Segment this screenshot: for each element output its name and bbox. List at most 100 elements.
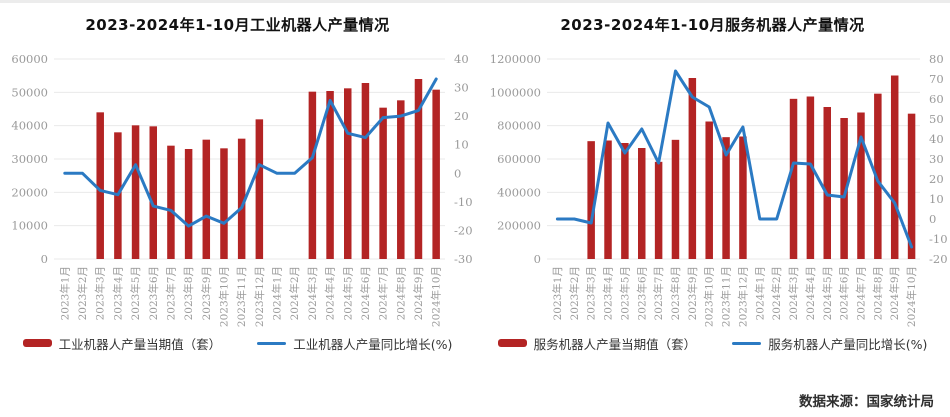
svg-text:2023年8月: 2023年8月 xyxy=(669,266,682,320)
legend-item-service-line[interactable]: 服务机器人产量同比增长(%) xyxy=(732,334,927,353)
svg-text:2024年3月: 2024年3月 xyxy=(306,266,319,320)
svg-text:2024年1月: 2024年1月 xyxy=(271,266,284,320)
bar-series xyxy=(587,75,916,260)
svg-text:2023年11月: 2023年11月 xyxy=(235,266,248,327)
right-axis-labels: 80 70 60 50 40 30 20 10 0 -10 -20 xyxy=(929,52,948,266)
svg-text:2023年1月: 2023年1月 xyxy=(551,266,564,320)
svg-text:2023年10月: 2023年10月 xyxy=(703,266,716,327)
svg-text:-30: -30 xyxy=(454,252,473,266)
svg-text:20000: 20000 xyxy=(11,185,48,199)
svg-text:2024年5月: 2024年5月 xyxy=(821,266,834,320)
bar-series-swatch-icon xyxy=(497,339,527,347)
svg-text:800000: 800000 xyxy=(497,119,541,133)
svg-text:40: 40 xyxy=(454,52,469,66)
charts-row: 2023-2024年1-10月工业机器人产量情况 60000 50 0 0 0 40000… xyxy=(0,3,950,353)
legend-item-industrial-line[interactable]: 工业机器人产量同比增长(%) xyxy=(257,334,452,353)
svg-text:2024年4月: 2024年4月 xyxy=(324,266,337,320)
bar-series-swatch-icon xyxy=(22,339,52,347)
svg-text:-20: -20 xyxy=(454,223,473,237)
x-axis-labels: 2023年1月 2023年2月 2023年3月 2023年4月 2023年5月 2023年… xyxy=(58,266,442,327)
svg-text:1000000: 1000000 xyxy=(490,85,541,99)
svg-text:20: 20 xyxy=(454,109,469,123)
svg-text:2024年9月: 2024年9月 xyxy=(888,266,901,320)
svg-text:0: 0 xyxy=(534,252,541,266)
svg-text:2023年10月: 2023年10月 xyxy=(217,266,230,327)
svg-text:30: 30 xyxy=(929,152,944,166)
service-robot-combo-chart: 1200000100000080000060000040000020000008… xyxy=(490,52,948,327)
x-axis-labels: 2023年1月 2023年2月 2023年3月 2023年4月 2023年5月 2023年… xyxy=(551,266,918,327)
svg-text:0: 0 xyxy=(41,252,48,266)
svg-text:-10: -10 xyxy=(929,232,948,246)
svg-text:200000: 200000 xyxy=(497,219,541,233)
svg-text:2023年11月: 2023年11月 xyxy=(720,266,733,327)
svg-text:2023年3月: 2023年3月 xyxy=(585,266,598,320)
legend-label: 服务机器人产量同比增长(%) xyxy=(768,336,928,352)
svg-text:0: 0 xyxy=(929,212,936,226)
legend-item-service-bar[interactable]: 服务机器人产量当期值（套） xyxy=(497,334,697,353)
svg-text:0: 0 xyxy=(454,166,461,180)
svg-text:2023年8月: 2023年8月 xyxy=(182,266,195,320)
svg-text:2024年10月: 2024年10月 xyxy=(905,266,918,327)
legend-label: 工业机器人产量同比增长(%) xyxy=(293,336,453,352)
svg-text:60000: 60000 xyxy=(11,52,48,66)
legend-item-industrial-bar[interactable]: 工业机器人产量当期值（套） xyxy=(22,334,222,353)
svg-text:600000: 600000 xyxy=(497,152,541,166)
svg-text:-20: -20 xyxy=(929,252,948,266)
legend-label: 工业机器人产量当期值（套） xyxy=(58,336,222,352)
svg-text:2023年5月: 2023年5月 xyxy=(129,266,142,320)
svg-text:60: 60 xyxy=(929,92,944,106)
svg-text:2024年9月: 2024年9月 xyxy=(412,266,425,320)
svg-text:2024年7月: 2024年7月 xyxy=(854,266,867,320)
line-series-swatch-icon xyxy=(257,341,287,345)
left-axis-labels: 1200000 1000000 800000 600000 400000 200000 0 xyxy=(490,52,541,266)
svg-text:2023年9月: 2023年9月 xyxy=(686,266,699,320)
svg-text:2024年7月: 2024年7月 xyxy=(377,266,390,320)
svg-text:2024年4月: 2024年4月 xyxy=(804,266,817,320)
svg-text:2023年7月: 2023年7月 xyxy=(164,266,177,320)
svg-text:2023年7月: 2023年7月 xyxy=(652,266,665,320)
svg-text:2024年10月: 2024年10月 xyxy=(430,266,443,327)
industrial-robot-combo-chart: 60000 50000 40000 30000 20000 10000 0 40 30 20 10 0… xyxy=(11,52,473,327)
svg-text:2023年3月: 2023年3月 xyxy=(94,266,107,320)
service-robot-panel: 2023-2024年1-10月服务机器人产量情况 1200000 1000000 8… xyxy=(475,3,950,353)
svg-text:2024年3月: 2024年3月 xyxy=(787,266,800,320)
svg-text:2023年9月: 2023年9月 xyxy=(200,266,213,320)
industrial-chart-legend: 工业机器人产量当期值（套） 工业机器人产量同比增长(%) xyxy=(0,333,475,353)
industrial-robot-panel: 2023-2024年1-10月工业机器人产量情况 60000 50000 40000… xyxy=(0,3,475,353)
svg-text:2024年1月: 2024年1月 xyxy=(753,266,766,320)
svg-text:2024年2月: 2024年2月 xyxy=(770,266,783,320)
service-chart-legend: 服务机器人产量当期值（套） 服务机器人产量同比增长(%) xyxy=(475,333,950,353)
svg-text:2024年6月: 2024年6月 xyxy=(359,266,372,320)
svg-text:2023年4月: 2023年4月 xyxy=(602,266,615,320)
industrial-chart-title: 2023-2024年1-10月工业机器人产量情况 xyxy=(85,16,390,34)
svg-text:2023年6月: 2023年6月 xyxy=(635,266,648,320)
svg-text:40: 40 xyxy=(929,132,944,146)
right-axis-labels: 40 30 20 10 0 -10 -20 -30 xyxy=(454,52,473,266)
svg-text:50: 50 xyxy=(929,112,944,126)
svg-text:1200000: 1200000 xyxy=(490,52,541,66)
svg-text:2024年6月: 2024年6月 xyxy=(838,266,851,320)
svg-text:30000: 30000 xyxy=(11,152,48,166)
svg-text:80: 80 xyxy=(929,52,944,66)
svg-text:400000: 400000 xyxy=(497,185,541,199)
svg-text:2023年1月: 2023年1月 xyxy=(58,266,71,320)
svg-text:2023年2月: 2023年2月 xyxy=(76,266,89,320)
svg-text:2023年12月: 2023年12月 xyxy=(253,266,266,327)
svg-text:2024年8月: 2024年8月 xyxy=(871,266,884,320)
service-chart-title: 2023-2024年1-10月服务机器人产量情况 xyxy=(560,16,865,34)
svg-text:30: 30 xyxy=(454,81,469,95)
svg-text:10: 10 xyxy=(929,192,944,206)
line-series xyxy=(63,77,438,228)
data-source-note: 数据来源：国家统计局 xyxy=(799,394,934,410)
svg-text:2023年4月: 2023年4月 xyxy=(111,266,124,320)
svg-text:-10: -10 xyxy=(454,195,473,209)
svg-text:20: 20 xyxy=(929,172,944,186)
svg-text:2023年2月: 2023年2月 xyxy=(568,266,581,320)
svg-text:2023年12月: 2023年12月 xyxy=(736,266,749,327)
legend-label: 服务机器人产量当期值（套） xyxy=(533,336,697,352)
svg-text:40000: 40000 xyxy=(11,119,48,133)
svg-text:10000: 10000 xyxy=(11,219,48,233)
svg-text:70: 70 xyxy=(929,72,944,86)
svg-text:2024年8月: 2024年8月 xyxy=(394,266,407,320)
bar-series xyxy=(96,79,440,260)
